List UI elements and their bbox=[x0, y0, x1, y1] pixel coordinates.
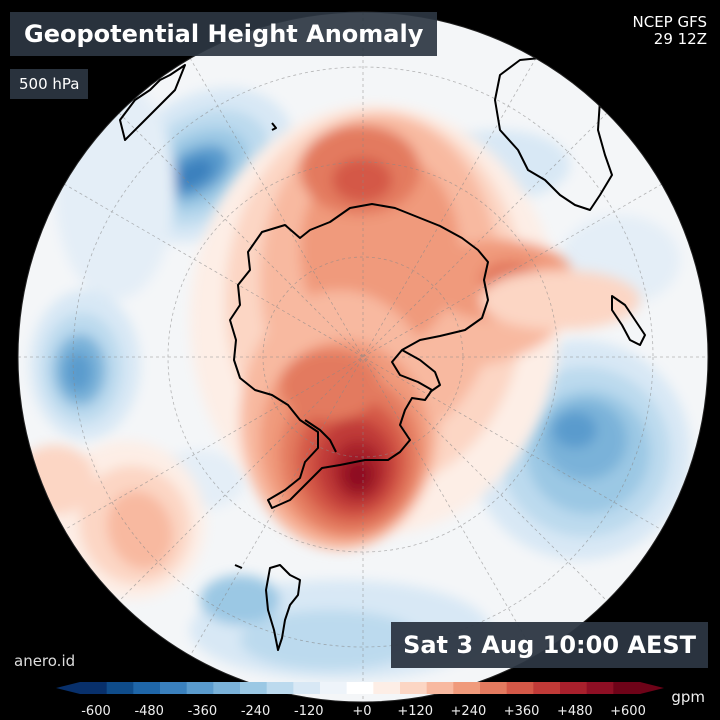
colorbar-swatch bbox=[320, 682, 348, 694]
colorbar-swatch bbox=[560, 682, 588, 694]
south-america-coastline bbox=[265, 564, 301, 651]
colorbar-swatch bbox=[480, 682, 508, 694]
colorbar-tick-label: +120 bbox=[397, 704, 433, 719]
colorbar-swatch bbox=[186, 682, 214, 694]
africa-coastline bbox=[119, 64, 186, 141]
colorbar-swatch bbox=[426, 682, 454, 694]
colorbar-swatch bbox=[133, 682, 161, 694]
colorbar-high-arrow bbox=[640, 682, 664, 694]
colorbar-swatch bbox=[453, 682, 481, 694]
colorbar-swatch bbox=[106, 682, 134, 694]
colorbar-swatch bbox=[266, 682, 294, 694]
colorbar-swatch bbox=[533, 682, 561, 694]
map-title: Geopotential Height Anomaly bbox=[10, 12, 438, 56]
colorbar-swatch bbox=[240, 682, 268, 694]
model-info: NCEP GFS 29 12Z bbox=[633, 14, 708, 48]
colorbar: -600 -480 -360 -240 -120 +0 +120 +240 +360 +480 +6… bbox=[56, 682, 664, 719]
colorbar-tick-label: +480 bbox=[557, 704, 593, 719]
colorbar-swatch bbox=[346, 682, 374, 694]
colorbar-tick-label: +360 bbox=[504, 704, 540, 719]
antarctica-coastline bbox=[229, 203, 489, 509]
colorbar-swatch bbox=[160, 682, 188, 694]
colorbar-low-arrow bbox=[56, 682, 80, 694]
colorbar-tick-label: +600 bbox=[610, 704, 646, 719]
graticule bbox=[18, 12, 708, 702]
colorbar-swatch bbox=[613, 682, 641, 694]
colorbar-tick-label: -480 bbox=[134, 704, 164, 719]
colorbar-tick-label: -240 bbox=[241, 704, 271, 719]
colorbar-swatch bbox=[293, 682, 321, 694]
colorbar-tick-label: -360 bbox=[188, 704, 218, 719]
colorbar-tick-label: -120 bbox=[294, 704, 324, 719]
model-run: 29 12Z bbox=[653, 30, 707, 48]
credit-text: anero.id bbox=[14, 652, 76, 670]
colorbar-tick-label: +0 bbox=[352, 704, 371, 719]
model-name: NCEP GFS bbox=[632, 13, 708, 31]
colorbar-swatch bbox=[213, 682, 241, 694]
colorbar-tick-label: +240 bbox=[451, 704, 487, 719]
colorbar-swatch bbox=[506, 682, 534, 694]
australia-coastline bbox=[494, 57, 613, 211]
colorbar-swatch bbox=[80, 682, 108, 694]
colorbar-swatch bbox=[586, 682, 614, 694]
colorbar-swatch bbox=[400, 682, 428, 694]
colorbar-unit: gpm bbox=[671, 688, 705, 706]
pressure-level-badge: 500 hPa bbox=[10, 69, 89, 99]
colorbar-swatch bbox=[373, 682, 401, 694]
valid-time-badge: Sat 3 Aug 10:00 AEST bbox=[391, 622, 708, 668]
coastlines bbox=[119, 57, 646, 651]
colorbar-tick-label: -600 bbox=[81, 704, 111, 719]
